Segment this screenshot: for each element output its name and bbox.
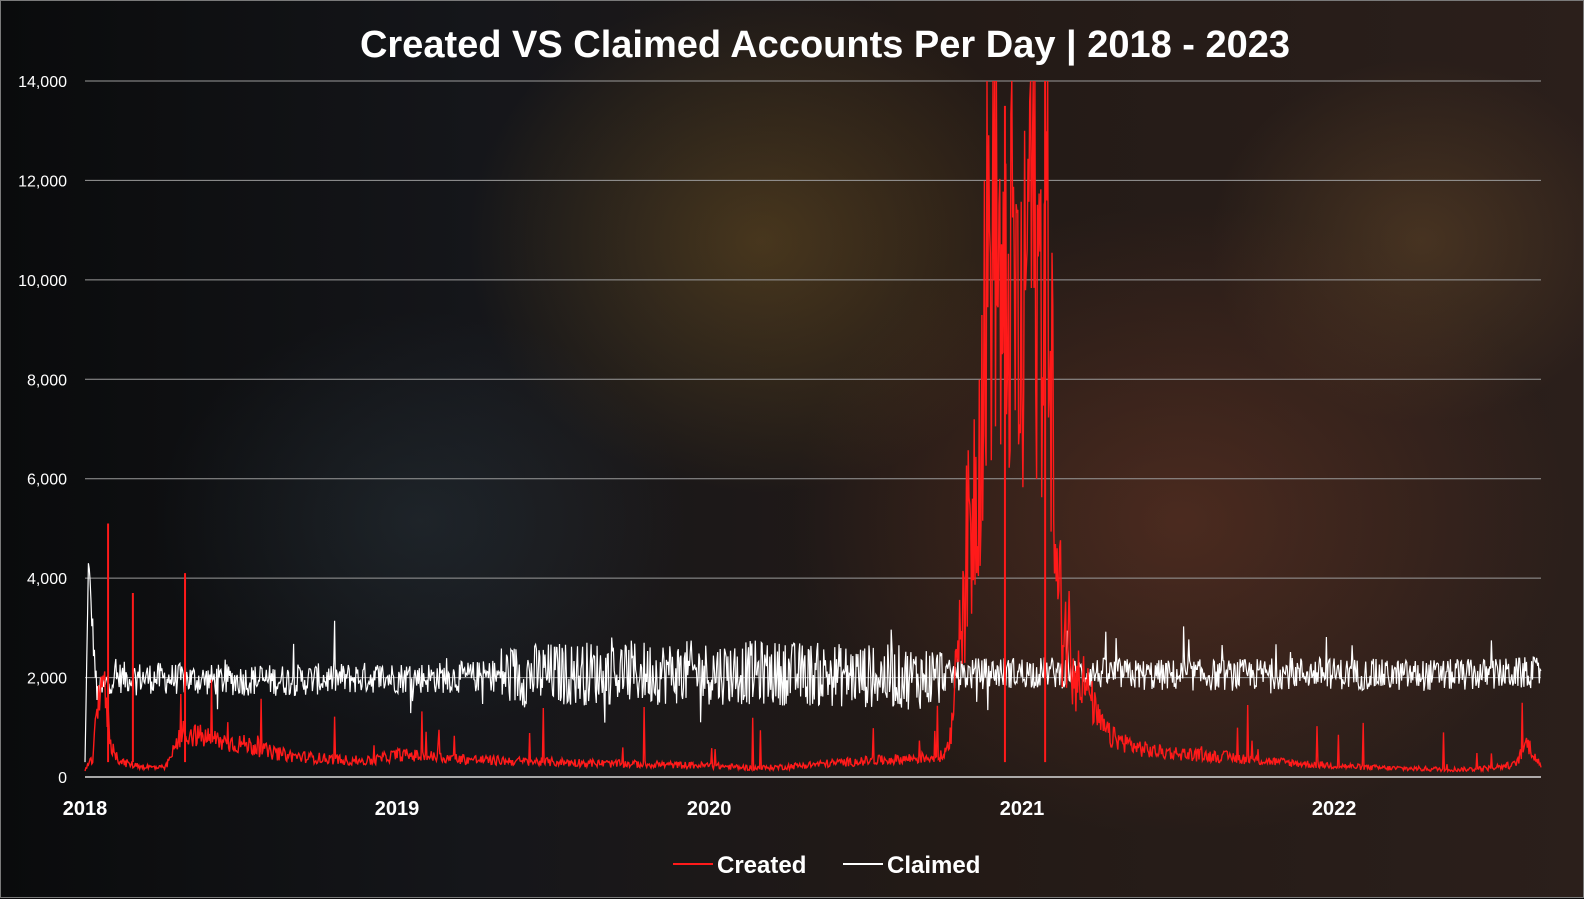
y-tick-label: 12,000: [18, 173, 67, 190]
series-line-created: [84, 80, 1542, 774]
series-lines: [84, 80, 1542, 774]
x-tick-label: 2021: [1000, 798, 1045, 820]
series-line-claimed: [84, 563, 1542, 763]
x-axis-ticks: 2018 2019 2020 2021 2022: [63, 798, 1357, 820]
y-tick-label: 2,000: [27, 671, 67, 688]
y-tick-label: 4,000: [27, 571, 67, 588]
y-tick-label: 6,000: [27, 472, 67, 489]
x-tick-label: 2020: [687, 798, 732, 820]
legend-label-created: Created: [717, 852, 806, 879]
y-tick-label: 14,000: [18, 74, 67, 91]
y-tick-label: 8,000: [27, 372, 67, 389]
y-tick-label: 0: [58, 770, 67, 787]
y-axis-ticks: 0 2,000 4,000 6,000 8,000 10,000 12,000 14,000: [18, 74, 67, 787]
x-tick-label: 2018: [63, 798, 108, 820]
legend-label-claimed: Claimed: [887, 852, 980, 879]
x-tick-label: 2019: [375, 798, 420, 820]
x-tick-label: 2022: [1312, 798, 1357, 820]
chart-title: Created VS Claimed Accounts Per Day | 20…: [360, 24, 1290, 66]
y-tick-label: 10,000: [18, 273, 67, 290]
legend: Created Claimed: [673, 852, 980, 879]
